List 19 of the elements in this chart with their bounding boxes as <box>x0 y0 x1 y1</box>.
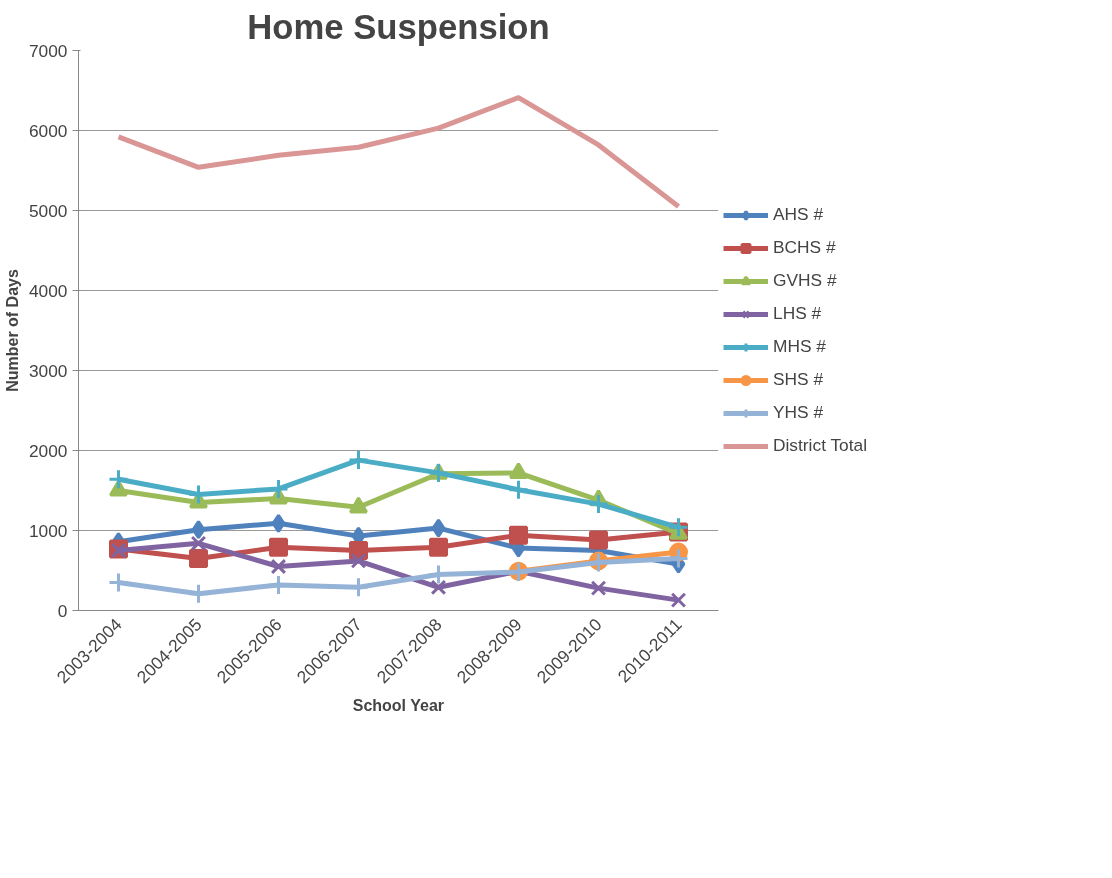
y-tick-label: 0 <box>57 600 68 621</box>
y-axis-title: Number of Days <box>3 269 21 392</box>
legend-label: BCHS # <box>773 237 836 258</box>
y-tick-label: 1000 <box>28 520 68 541</box>
y-tick-label: 4000 <box>28 280 68 301</box>
legend-label: GVHS # <box>773 270 837 291</box>
y-tick-label: 7000 <box>28 40 68 61</box>
legend-label: District Total <box>773 435 868 456</box>
legend-label: SHS # <box>773 369 824 390</box>
y-tick-label: 5000 <box>28 200 68 221</box>
legend-label: AHS # <box>773 204 824 225</box>
y-tick-label: 2000 <box>28 440 68 461</box>
legend-label: LHS # <box>773 303 822 324</box>
legend-label: MHS # <box>773 336 826 357</box>
legend-label: YHS # <box>773 402 824 423</box>
x-axis-title: School Year <box>352 696 445 714</box>
y-tick-label: 6000 <box>28 120 68 141</box>
chart-title: Home Suspension <box>247 7 550 46</box>
y-tick-label: 3000 <box>28 360 68 381</box>
